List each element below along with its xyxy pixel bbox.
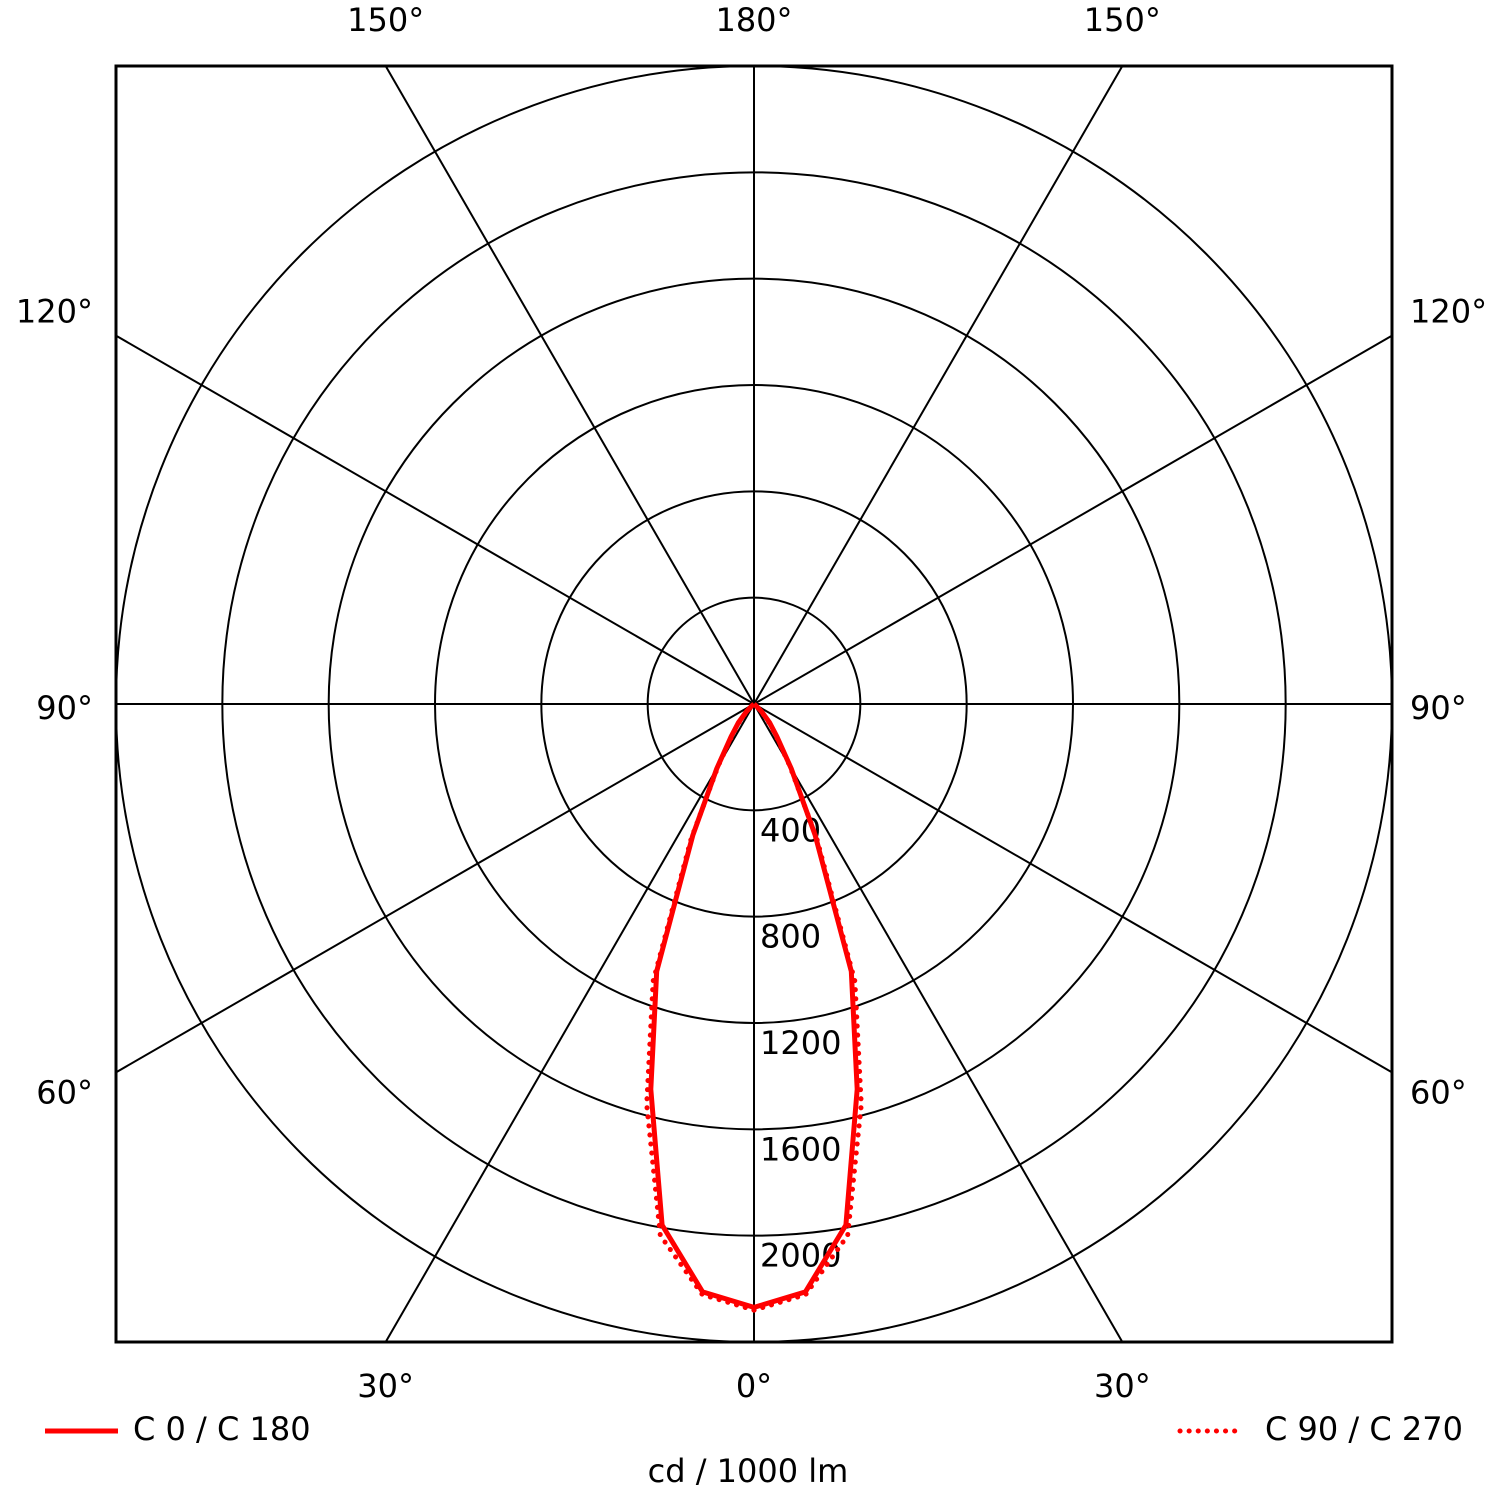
- series-curve: [648, 702, 756, 1310]
- angle-label: 90°: [1410, 689, 1467, 727]
- r-tick-label: 800: [760, 918, 821, 956]
- angle-label: 60°: [1410, 1073, 1467, 1111]
- legend-label: C 90 / C 270: [1265, 1410, 1463, 1448]
- angle-label: 120°: [16, 293, 93, 331]
- angle-label: 150°: [347, 1, 424, 39]
- grid-spoke: [115, 703, 755, 1074]
- grid-spoke: [384, 65, 755, 705]
- angle-label: 0°: [736, 1367, 772, 1405]
- angle-label: 30°: [357, 1367, 414, 1405]
- unit-label: cd / 1000 lm: [648, 1452, 849, 1490]
- angle-label: 90°: [36, 689, 93, 727]
- grid-spoke: [753, 65, 1124, 705]
- angle-label: 120°: [1410, 293, 1487, 331]
- series-curve: [752, 702, 860, 1310]
- angle-label: 150°: [1084, 1, 1161, 39]
- grid-spoke: [753, 703, 1393, 1074]
- legend-label: C 0 / C 180: [133, 1410, 311, 1448]
- grid-spoke: [753, 334, 1393, 705]
- grid-spoke: [115, 334, 755, 705]
- angle-label: 60°: [36, 1073, 93, 1111]
- r-tick-label: 1600: [760, 1130, 841, 1168]
- grid-spoke: [753, 703, 1124, 1343]
- r-tick-label: 1200: [760, 1024, 841, 1062]
- angle-label: 180°: [715, 1, 792, 39]
- grid-spoke: [384, 703, 755, 1343]
- angle-label: 30°: [1094, 1367, 1151, 1405]
